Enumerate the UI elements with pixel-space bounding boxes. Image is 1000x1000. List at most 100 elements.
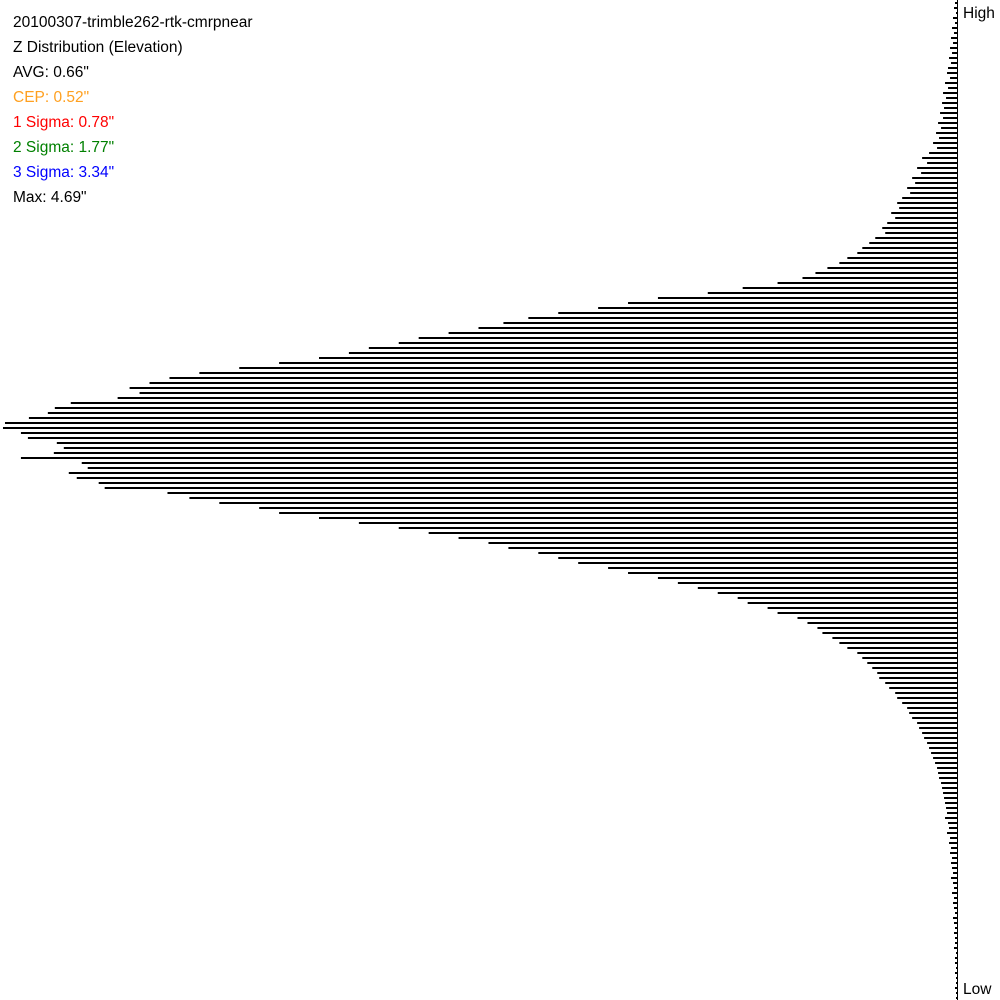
histogram-bar	[598, 307, 957, 309]
histogram-bar	[954, 887, 957, 889]
histogram-bar	[946, 97, 957, 99]
histogram-bar	[882, 227, 957, 229]
histogram-bar	[358, 522, 957, 524]
histogram-bar	[717, 592, 957, 594]
histogram-bar	[945, 817, 957, 819]
histogram-bar	[70, 402, 957, 404]
histogram-bar	[189, 497, 957, 499]
histogram-bar	[319, 517, 957, 519]
histogram-bar	[949, 57, 957, 59]
histogram-bar	[279, 512, 957, 514]
histogram-bar	[875, 237, 957, 239]
histogram-bar	[867, 662, 957, 664]
stat-1-sigma: 1 Sigma: 0.78"	[13, 114, 115, 131]
histogram-bar	[922, 732, 957, 734]
histogram-bar	[943, 117, 957, 119]
histogram-bar	[899, 207, 957, 209]
histogram-bar	[862, 657, 957, 659]
histogram-bar	[104, 487, 957, 489]
histogram-bar	[68, 472, 958, 474]
histogram-bar	[839, 642, 957, 644]
chart-title: 20100307-trimble262-rtk-cmrpnear	[13, 14, 253, 31]
histogram-bar	[20, 432, 957, 434]
histogram-bar	[951, 877, 957, 879]
histogram-bar	[895, 692, 957, 694]
histogram-bars	[2, 2, 958, 999]
histogram-bar	[777, 612, 957, 614]
histogram-bar	[955, 957, 957, 959]
histogram-bar	[940, 112, 957, 114]
histogram-bar	[742, 287, 957, 289]
histogram-bar	[912, 717, 957, 719]
histogram-bar	[199, 372, 957, 374]
histogram-bar	[938, 772, 957, 774]
histogram-bar	[56, 442, 957, 444]
histogram-bar	[239, 367, 957, 369]
histogram-bar	[815, 272, 957, 274]
histogram-bar	[943, 792, 957, 794]
histogram-bar	[954, 897, 957, 899]
histogram-bar	[937, 767, 957, 769]
histogram-bar	[953, 872, 957, 874]
histogram-bar	[857, 252, 957, 254]
histogram-bar	[948, 87, 957, 89]
histogram-bar	[98, 482, 958, 484]
histogram-bar	[558, 312, 957, 314]
histogram-bar	[20, 457, 957, 459]
histogram-bar	[891, 212, 957, 214]
histogram-bar	[608, 567, 957, 569]
histogram-bar	[954, 32, 957, 34]
histogram-bar	[956, 977, 957, 979]
histogram-bar	[885, 682, 957, 684]
histogram-bar	[955, 22, 957, 24]
histogram-bar	[76, 477, 957, 479]
histogram-bar	[807, 622, 957, 624]
stat-3-sigma: 3 Sigma: 3.34"	[13, 164, 115, 181]
histogram-bar	[935, 762, 957, 764]
histogram-bar	[910, 192, 957, 194]
histogram-bar	[954, 947, 957, 949]
histogram-bar	[169, 377, 957, 379]
histogram-bar	[63, 447, 958, 449]
axis-label-high: High	[963, 5, 995, 22]
histogram-bar	[955, 972, 957, 974]
histogram-bar	[488, 542, 957, 544]
histogram-bar	[950, 837, 957, 839]
histogram-bar	[897, 697, 957, 699]
stat-max: Max: 4.69"	[13, 189, 87, 206]
histogram-bar	[839, 262, 957, 264]
histogram-bar	[954, 907, 957, 909]
histogram-bar	[259, 507, 957, 509]
histogram-bar	[951, 37, 957, 39]
histogram-bar	[956, 992, 957, 994]
histogram-bar	[707, 292, 957, 294]
histogram-bar	[954, 922, 957, 924]
histogram-bar	[657, 297, 957, 299]
histogram-bar	[951, 862, 957, 864]
histogram-bar	[857, 652, 957, 654]
histogram-bar	[955, 2, 957, 4]
histogram-bar	[956, 997, 957, 999]
histogram-bar	[832, 637, 957, 639]
histogram-bar	[921, 172, 957, 174]
histogram-bar	[951, 62, 957, 64]
histogram-bar	[657, 577, 957, 579]
histogram-bar	[777, 282, 957, 284]
histogram-bar	[887, 222, 957, 224]
histogram-bar	[885, 232, 957, 234]
histogram-bar	[956, 967, 957, 969]
histogram-bar	[924, 737, 957, 739]
histogram-bar	[28, 417, 958, 419]
histogram-bar	[948, 822, 957, 824]
histogram-bar	[922, 157, 957, 159]
histogram-bar	[927, 162, 957, 164]
histogram-bar	[219, 502, 957, 504]
histogram-bar	[4, 422, 957, 424]
histogram-bar	[398, 342, 957, 344]
histogram-bar	[931, 752, 957, 754]
histogram-bar	[939, 137, 957, 139]
histogram-bar	[917, 167, 957, 169]
histogram-bar	[578, 562, 957, 564]
histogram-bar	[822, 632, 957, 634]
histogram-bar	[508, 547, 957, 549]
